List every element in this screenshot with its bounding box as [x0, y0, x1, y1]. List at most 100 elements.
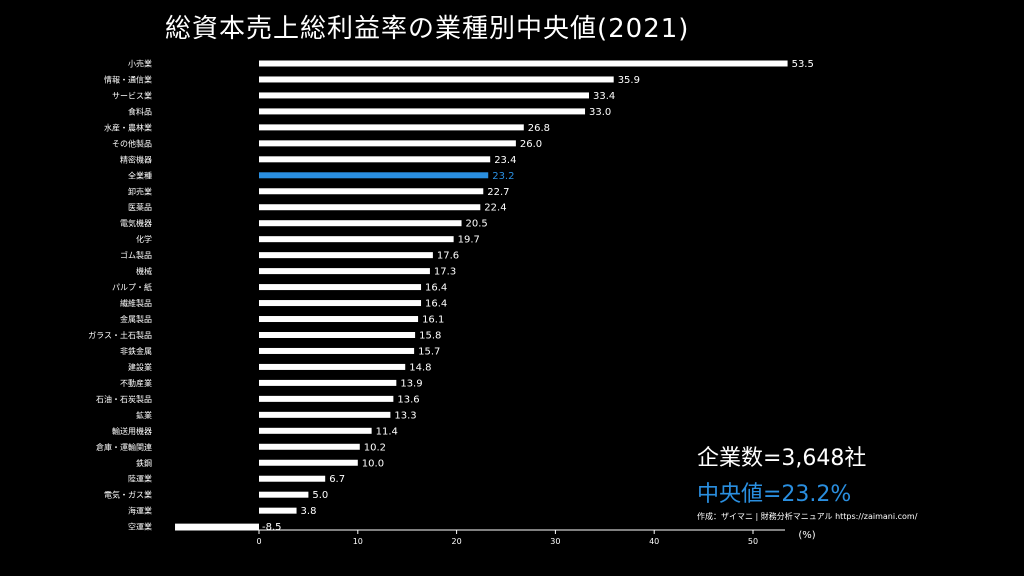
credit-text: 作成：ザイマニ | 財務分析マニュアル https://zaimani.com/: [697, 512, 918, 521]
category-label: 機械: [136, 266, 152, 276]
value-label: 13.3: [394, 410, 416, 421]
bar: [259, 124, 524, 131]
value-label: 13.9: [400, 378, 422, 389]
company-count: 企業数=3,648社: [697, 446, 867, 471]
category-label: 海運業: [128, 506, 152, 516]
category-label: 非鉄金属: [120, 346, 152, 356]
value-label: 26.0: [520, 139, 542, 150]
value-label: 16.1: [422, 315, 444, 326]
bar: [259, 459, 358, 466]
category-label: 繊維製品: [120, 298, 152, 308]
value-label: 19.7: [458, 235, 480, 246]
category-label: 小売業: [128, 59, 152, 69]
value-label: 10.0: [362, 458, 384, 469]
category-label: 医薬品: [128, 202, 152, 212]
bar: [259, 108, 586, 115]
bar: [259, 491, 309, 498]
value-label: 6.7: [329, 474, 345, 485]
bar: [259, 236, 454, 243]
category-label: 電気機器: [120, 218, 152, 228]
value-label: 17.6: [437, 251, 459, 262]
value-label: 22.7: [487, 187, 509, 198]
bar: [259, 300, 422, 307]
bar: [259, 395, 394, 402]
median-value: 中央値=23.2%: [697, 482, 852, 507]
bar: [259, 331, 416, 338]
value-label: 5.0: [312, 490, 328, 501]
bar: [259, 475, 326, 482]
category-label: 精密機器: [120, 154, 152, 164]
bar: [259, 316, 419, 323]
bar: [259, 284, 422, 291]
value-label: 35.9: [618, 75, 640, 86]
bar: [259, 76, 614, 83]
category-label: 石油・石炭製品: [96, 394, 152, 404]
value-label: 22.4: [484, 203, 506, 214]
bar: [259, 252, 433, 259]
category-label: 空運業: [128, 522, 152, 532]
bar: [259, 220, 462, 227]
category-label: 鉱業: [136, 410, 152, 420]
chart-title: 総資本売上総利益率の業種別中央値(2021): [165, 14, 690, 44]
value-label: 20.5: [466, 219, 488, 230]
bar: [259, 379, 397, 386]
value-label: 23.4: [494, 155, 516, 166]
category-label: 情報・通信業: [104, 74, 152, 84]
category-label: 不動産業: [120, 378, 152, 388]
value-label: 26.8: [528, 123, 550, 134]
x-tick-label: 20: [452, 537, 462, 546]
value-label: 14.8: [409, 362, 431, 373]
category-label: 卸売業: [128, 186, 152, 196]
bar: [259, 156, 491, 163]
category-label: 倉庫・運輸関連: [96, 442, 152, 452]
category-label: 全業種: [128, 170, 152, 180]
category-label: 陸運業: [128, 474, 152, 484]
category-label: 電気・ガス業: [104, 490, 152, 500]
bar: [259, 347, 415, 354]
value-label: 10.2: [364, 442, 386, 453]
bar: [259, 172, 489, 179]
value-label: 16.4: [425, 299, 447, 310]
category-label: ガラス・土石製品: [88, 330, 152, 340]
category-label: その他製品: [112, 138, 152, 148]
bar: [175, 523, 259, 530]
value-label: 53.5: [792, 59, 814, 70]
category-label: 化学: [136, 234, 152, 244]
category-label: 輸送用機器: [112, 426, 152, 436]
bar: [259, 60, 788, 67]
bar: [259, 363, 406, 370]
category-label: 建設業: [128, 362, 152, 372]
category-label: 水産・農林業: [104, 122, 152, 132]
x-tick-label: 50: [748, 537, 758, 546]
x-tick-label: 0: [256, 537, 261, 546]
bar: [259, 443, 360, 450]
category-label: ゴム製品: [120, 250, 152, 260]
value-label: -8.5: [262, 522, 282, 533]
category-label: パルプ・紙: [112, 282, 152, 292]
x-tick-label: 30: [550, 537, 560, 546]
value-label: 15.8: [419, 330, 441, 341]
bar: [259, 188, 484, 195]
bar: [259, 427, 372, 434]
value-label: 13.6: [397, 394, 419, 405]
x-axis-label: (%): [798, 530, 815, 541]
value-label: 16.4: [425, 283, 447, 294]
value-label: 33.0: [589, 107, 611, 118]
category-label: 鉄鋼: [136, 458, 152, 468]
x-tick-label: 40: [649, 537, 659, 546]
value-label: 17.3: [434, 267, 456, 278]
category-label: サービス業: [112, 90, 152, 100]
bar: [259, 140, 516, 147]
bar: [259, 507, 297, 514]
value-label: 15.7: [418, 346, 440, 357]
value-label: 3.8: [301, 506, 317, 517]
category-label: 金属製品: [120, 314, 152, 324]
bar: [259, 92, 589, 99]
value-label: 11.4: [376, 426, 398, 437]
value-label: 33.4: [593, 91, 615, 102]
x-tick-label: 10: [353, 537, 363, 546]
category-label: 食料品: [128, 106, 152, 116]
bar: [259, 268, 430, 275]
bar: [259, 411, 391, 418]
